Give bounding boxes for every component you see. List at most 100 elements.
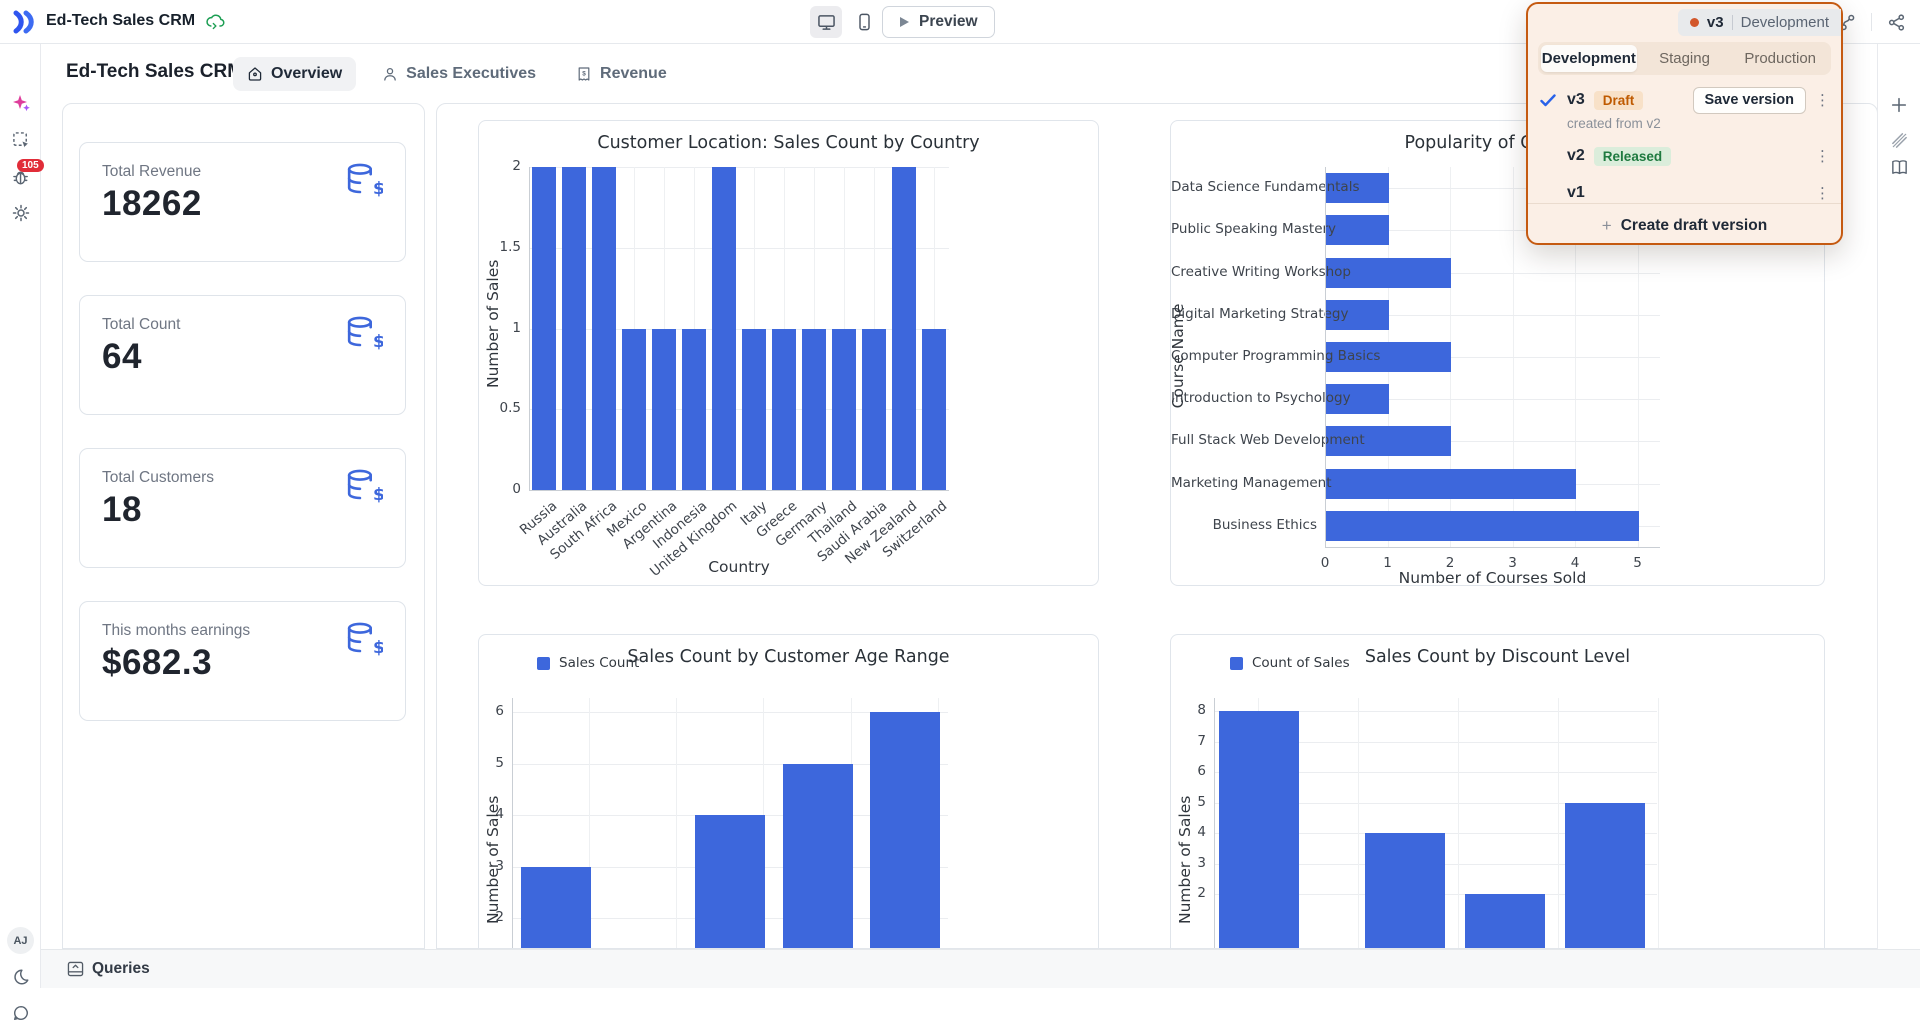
y-tick-label: Computer Programming Basics bbox=[1171, 348, 1381, 364]
gridline bbox=[1214, 698, 1215, 948]
bar-new-zealand[interactable] bbox=[892, 167, 916, 490]
kebab-menu-icon[interactable]: ⋮ bbox=[1815, 184, 1830, 202]
bar-switzerland[interactable] bbox=[922, 328, 946, 490]
tab-overview[interactable]: Overview bbox=[233, 57, 357, 91]
share-icon[interactable] bbox=[1880, 6, 1912, 38]
environment-tab-production[interactable]: Production bbox=[1732, 45, 1828, 72]
ai-sparkle-icon[interactable] bbox=[10, 92, 32, 114]
bar-thailand[interactable] bbox=[832, 328, 856, 490]
bar-discount-slot-2[interactable] bbox=[1365, 833, 1445, 948]
chat-bubble-icon[interactable] bbox=[10, 1002, 32, 1024]
debug-bug-icon[interactable] bbox=[10, 166, 32, 188]
svg-text:$: $ bbox=[373, 331, 383, 351]
kebab-menu-icon[interactable]: ⋮ bbox=[1815, 91, 1830, 109]
bar-mexico[interactable] bbox=[622, 328, 646, 490]
bar-marketing-management[interactable] bbox=[1326, 468, 1576, 499]
bar-greece[interactable] bbox=[772, 328, 796, 490]
preview-button[interactable]: Preview bbox=[882, 6, 995, 38]
library-book-icon[interactable] bbox=[1888, 156, 1910, 178]
bar-discount-slot-4[interactable] bbox=[1565, 802, 1645, 948]
save-version-button[interactable]: Save version bbox=[1692, 86, 1806, 114]
version-environment-trigger[interactable]: v3 Development bbox=[1677, 9, 1841, 36]
legend-label: Sales Count bbox=[559, 655, 640, 671]
bar-saudi-arabia[interactable] bbox=[862, 328, 886, 490]
version-subtext: created from v2 bbox=[1567, 116, 1661, 131]
bar-age-slot-1[interactable] bbox=[520, 866, 591, 948]
y-tick-label: 6 bbox=[495, 703, 504, 719]
bar-full-stack-web-development[interactable] bbox=[1326, 426, 1451, 457]
bar-age-slot-5[interactable] bbox=[870, 712, 940, 948]
bar-south-africa[interactable] bbox=[592, 167, 616, 490]
page-tabs: Overview Sales Executives $ Revenue bbox=[233, 57, 681, 91]
gridline bbox=[1325, 547, 1660, 548]
tab-revenue[interactable]: $ Revenue bbox=[562, 57, 681, 91]
stat-card-total-customers[interactable]: Total Customers 18 $ bbox=[79, 448, 406, 568]
bar-computer-programming-basics[interactable] bbox=[1326, 342, 1451, 372]
bar-public-speaking-mastery[interactable] bbox=[1326, 215, 1389, 246]
y-tick-label: Business Ethics bbox=[1212, 516, 1317, 533]
database-dollar-icon: $ bbox=[343, 314, 385, 357]
bar-germany[interactable] bbox=[802, 328, 826, 490]
bar-discount-slot-3[interactable] bbox=[1465, 894, 1545, 948]
x-tick-label: 2 bbox=[1445, 555, 1455, 571]
x-axis-title: Country bbox=[708, 558, 770, 576]
topbar-divider bbox=[1871, 13, 1872, 31]
create-draft-version-button[interactable]: + Create draft version bbox=[1601, 216, 1768, 235]
version-row-v2[interactable]: v2 Released ⋮ bbox=[1540, 141, 1830, 171]
gridline bbox=[1325, 167, 1326, 547]
bar-digital-marketing-strategy[interactable] bbox=[1326, 299, 1389, 330]
bar-united-kingdom[interactable] bbox=[712, 167, 736, 490]
bottom-panel-bar: Queries bbox=[41, 949, 1920, 988]
gridline bbox=[529, 490, 949, 491]
tab-sales-executives[interactable]: Sales Executives bbox=[368, 57, 550, 91]
bar-italy[interactable] bbox=[742, 328, 766, 490]
environment-tabs: Development Staging Production bbox=[1538, 42, 1831, 75]
stat-label: This months earnings bbox=[102, 622, 251, 639]
chart-card-sales-count-by-discount-level[interactable]: Sales Count by Discount Level Count of Sa… bbox=[1170, 634, 1825, 948]
chart-card-sales-count-by-country[interactable]: Customer Location: Sales Count by Countr… bbox=[478, 120, 1099, 586]
bar-creative-writing-workshop[interactable] bbox=[1326, 257, 1451, 288]
bar-argentina[interactable] bbox=[652, 328, 676, 490]
moon-dark-mode-icon[interactable] bbox=[10, 966, 32, 988]
gridline bbox=[1658, 698, 1659, 948]
environment-tab-development[interactable]: Development bbox=[1541, 45, 1637, 72]
bar-australia[interactable] bbox=[562, 167, 586, 490]
mobile-device-button[interactable] bbox=[848, 6, 880, 38]
chart-card-sales-count-by-age-range[interactable]: Sales Count by Customer Age Range Sales C… bbox=[478, 634, 1099, 948]
chart-card-popularity-of-courses[interactable]: Popularity of Courses 0 1 2 3 4 5 Data Science … bbox=[1170, 120, 1825, 586]
bar-discount-slot-1[interactable] bbox=[1219, 711, 1299, 948]
select-widget-icon[interactable] bbox=[10, 129, 32, 151]
gridline bbox=[1214, 802, 1657, 804]
desktop-device-button[interactable] bbox=[810, 6, 842, 38]
queries-panel-icon bbox=[67, 961, 84, 977]
gridline bbox=[529, 167, 949, 168]
customize-brush-icon[interactable] bbox=[1888, 129, 1910, 151]
gridline bbox=[512, 712, 948, 713]
stat-label: Total Revenue bbox=[102, 163, 202, 180]
version-name: v3 bbox=[1567, 91, 1585, 108]
bar-age-slot-4[interactable] bbox=[782, 763, 853, 948]
bar-data-science-fundamentals[interactable] bbox=[1326, 173, 1389, 204]
y-axis-title: Course Name bbox=[1170, 303, 1187, 409]
queries-panel-toggle[interactable]: Queries bbox=[67, 960, 150, 978]
kebab-menu-icon[interactable]: ⋮ bbox=[1815, 147, 1830, 165]
x-tick-label: 3 bbox=[1508, 555, 1517, 571]
plus-icon[interactable] bbox=[1888, 94, 1910, 116]
stat-card-total-revenue[interactable]: Total Revenue 18262 $ bbox=[79, 142, 406, 262]
x-tick-label: 5 bbox=[1633, 555, 1642, 571]
bar-introduction-to-psychology[interactable] bbox=[1326, 384, 1389, 415]
environment-tab-staging[interactable]: Staging bbox=[1637, 45, 1733, 72]
stat-card-total-count[interactable]: Total Count 64 $ bbox=[79, 295, 406, 415]
bar-age-slot-3[interactable] bbox=[695, 815, 766, 948]
version-row-v1[interactable]: v1 ⋮ bbox=[1540, 178, 1830, 208]
user-avatar[interactable]: AJ bbox=[7, 927, 34, 954]
y-tick-label: 6 bbox=[1197, 763, 1206, 780]
version-row-v3[interactable]: v3 Draft Save version ⋮ bbox=[1540, 85, 1830, 115]
stat-card-this-months-earnings[interactable]: This months earnings $682.3 $ bbox=[79, 601, 406, 721]
bar-business-ethics[interactable] bbox=[1326, 510, 1639, 541]
svg-text:$: $ bbox=[373, 484, 383, 504]
stat-label: Total Count bbox=[102, 316, 181, 333]
bar-indonesia[interactable] bbox=[682, 328, 706, 490]
settings-gear-icon[interactable] bbox=[10, 202, 32, 224]
bar-russia[interactable] bbox=[532, 167, 556, 490]
